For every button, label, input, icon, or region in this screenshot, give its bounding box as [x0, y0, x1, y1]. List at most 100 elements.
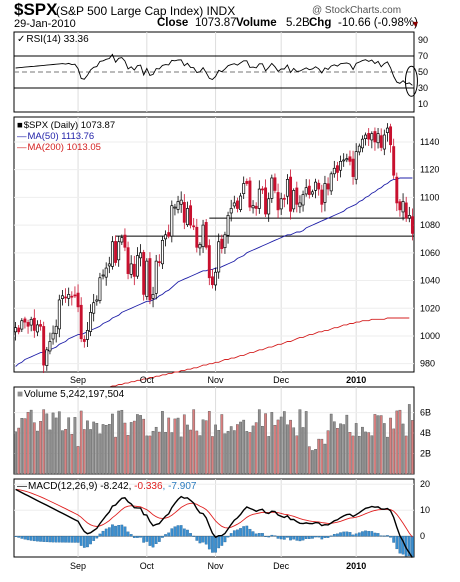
- change-down-arrow-icon: ▼: [411, 19, 420, 29]
- price-candle: [185, 201, 189, 227]
- candle-body: [23, 318, 27, 323]
- price-legend-1: —MA(50) 1113.76: [17, 131, 94, 142]
- candle-body: [54, 325, 58, 335]
- volume-bar: [126, 435, 130, 475]
- candle-body: [120, 237, 124, 243]
- macd-histogram-bar: [76, 536, 80, 543]
- macd-histogram-bar: [370, 531, 374, 537]
- price-candle: [42, 321, 46, 374]
- price-candle: [54, 319, 58, 343]
- candle-body: [310, 191, 314, 195]
- price-candle: [342, 153, 346, 167]
- price-candle: [354, 143, 358, 185]
- price-candle: [70, 291, 74, 306]
- price-tick-label-1000: 1000: [420, 331, 440, 341]
- candle-body: [157, 261, 161, 263]
- candle-body: [289, 176, 293, 212]
- macd-histogram-bar: [23, 536, 27, 540]
- volume-bar: [195, 430, 199, 475]
- price-candle: [51, 325, 55, 345]
- volume-bar: [254, 422, 258, 475]
- volume-bar: [36, 430, 39, 475]
- candle-body: [307, 185, 311, 195]
- candle-body: [348, 156, 352, 162]
- volume-bar: [82, 429, 86, 475]
- volume-bar: [98, 433, 102, 475]
- volume-bar: [136, 414, 139, 475]
- price-tick-label-1120: 1120: [420, 165, 439, 175]
- candle-body: [354, 151, 358, 180]
- candle-body: [395, 176, 399, 204]
- price-candle: [279, 192, 283, 215]
- candle-body: [229, 208, 233, 214]
- volume-bar: [132, 420, 136, 475]
- price-candle: [289, 169, 293, 220]
- macd-histogram-bar: [286, 536, 289, 538]
- price-candle: [45, 346, 49, 371]
- price-legend-text-2: MA(200) 1013.05: [28, 142, 101, 153]
- macd-histogram-bar: [317, 536, 321, 538]
- candle-body: [154, 260, 158, 294]
- price-candle: [154, 254, 158, 300]
- volume-bar: [70, 434, 74, 475]
- candle-body: [60, 295, 64, 299]
- volume-bar: [286, 424, 289, 475]
- candle-body: [276, 192, 280, 211]
- macd-histogram-bar: [379, 535, 383, 537]
- price-legend-swatch-2: —: [17, 142, 27, 153]
- close-label: Close: [157, 17, 189, 29]
- volume-bar: [392, 428, 396, 475]
- price-candle: [39, 319, 43, 331]
- price-candle: [204, 219, 208, 250]
- price-candle: [314, 178, 318, 199]
- price-candle: [267, 192, 271, 222]
- macd-histogram-bar: [329, 535, 333, 537]
- candle-body: [379, 135, 383, 148]
- price-candle: [64, 288, 68, 303]
- macd-histogram-bar: [201, 536, 205, 543]
- price-candle: [60, 289, 64, 306]
- price-x-tick-label-2: Nov: [208, 375, 225, 385]
- candle-body: [201, 224, 205, 248]
- volume-bar: [364, 431, 367, 475]
- volume-bar: [176, 417, 180, 475]
- price-candle: [226, 211, 230, 244]
- macd-histogram-bar: [311, 536, 314, 539]
- candle-body: [223, 234, 227, 249]
- price-x-tick-label-0: Sep: [70, 375, 86, 385]
- macd-histogram-bar: [26, 536, 30, 541]
- candle-body: [207, 245, 211, 279]
- volume-bar: [295, 435, 299, 475]
- volume-bar: [382, 423, 386, 475]
- macd-histogram-bar: [189, 533, 192, 537]
- volume-tick-label-0: 2B: [420, 449, 431, 459]
- price-candle: [201, 219, 205, 254]
- candle-body: [292, 190, 296, 210]
- candle-body: [317, 182, 321, 190]
- rsi-tick-label-10: 10: [418, 99, 428, 109]
- volume-bar: [123, 422, 127, 475]
- macd-histogram-bar: [267, 536, 271, 538]
- price-tick-label-980: 980: [420, 359, 435, 369]
- macd-histogram-bar: [342, 531, 346, 537]
- price-candle: [92, 293, 96, 322]
- volume-bar: [129, 422, 133, 475]
- candle-body: [339, 160, 343, 171]
- macd-histogram-bar: [214, 536, 217, 553]
- price-candle: [304, 179, 308, 197]
- candle-body: [242, 183, 246, 194]
- price-candle: [192, 218, 196, 231]
- macd-histogram-bar: [195, 536, 199, 541]
- price-candle: [376, 127, 380, 149]
- volume-bar: [261, 426, 264, 475]
- macd-histogram-bar: [42, 536, 46, 542]
- macd-histogram-bar: [157, 536, 161, 542]
- macd-histogram-bar: [257, 533, 261, 537]
- candle-body: [335, 165, 339, 173]
- candle-body: [29, 318, 33, 326]
- macd-histogram-bar: [32, 536, 36, 542]
- price-candle: [179, 191, 183, 213]
- price-candle: [242, 176, 246, 199]
- macd-histogram-bar: [229, 533, 233, 537]
- volume-bar: [273, 424, 277, 475]
